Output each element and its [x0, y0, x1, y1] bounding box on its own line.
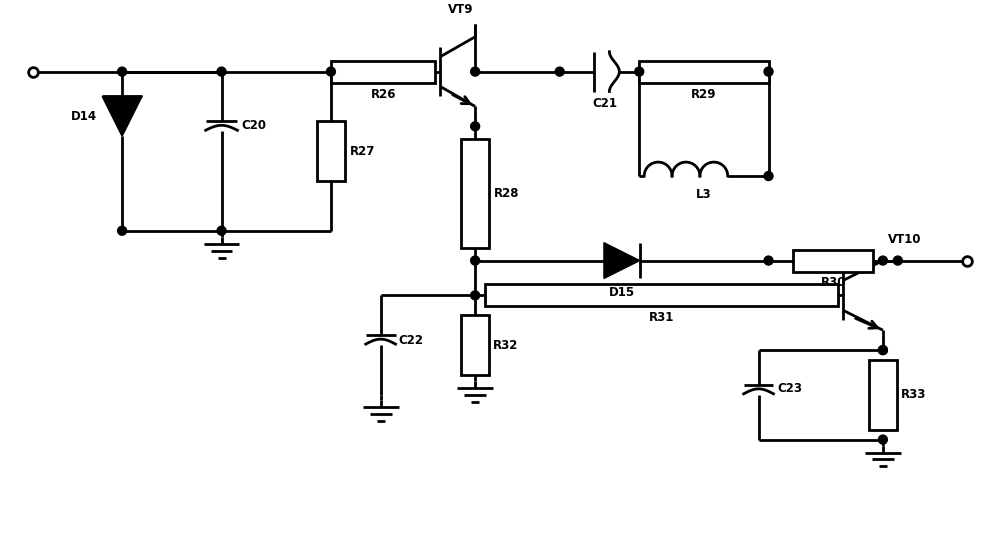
Circle shape: [118, 226, 127, 235]
Text: D14: D14: [71, 110, 97, 123]
Circle shape: [217, 67, 226, 76]
Text: R30: R30: [820, 276, 846, 289]
Text: C23: C23: [777, 382, 802, 395]
Bar: [485, 285, 838, 306]
Circle shape: [326, 67, 335, 76]
Text: R32: R32: [493, 338, 518, 351]
Circle shape: [764, 256, 773, 265]
Circle shape: [878, 345, 887, 355]
Circle shape: [471, 291, 480, 300]
Circle shape: [471, 122, 480, 131]
Text: D15: D15: [609, 287, 635, 299]
Text: R27: R27: [350, 145, 375, 158]
Circle shape: [764, 171, 773, 181]
Text: R33: R33: [901, 388, 926, 401]
Circle shape: [893, 256, 902, 265]
Text: R31: R31: [649, 311, 674, 324]
Circle shape: [878, 435, 887, 444]
Text: C22: C22: [399, 333, 424, 347]
Circle shape: [555, 67, 564, 76]
Circle shape: [471, 256, 480, 265]
Circle shape: [118, 67, 127, 76]
Polygon shape: [102, 96, 142, 136]
Bar: [331, 61, 435, 83]
Bar: [639, 61, 769, 83]
Bar: [869, 360, 897, 430]
Circle shape: [878, 345, 887, 355]
Text: C20: C20: [241, 119, 266, 132]
Text: R29: R29: [691, 88, 717, 101]
Text: L3: L3: [696, 188, 712, 201]
Text: VT10: VT10: [888, 233, 921, 246]
Circle shape: [878, 256, 887, 265]
Circle shape: [217, 226, 226, 235]
Text: C21: C21: [592, 97, 617, 110]
Text: R28: R28: [494, 187, 520, 200]
Text: R26: R26: [370, 88, 396, 101]
Bar: [317, 121, 345, 181]
Bar: [461, 139, 489, 248]
Circle shape: [471, 67, 480, 76]
Circle shape: [635, 67, 644, 76]
Bar: [461, 316, 489, 375]
Circle shape: [764, 67, 773, 76]
Bar: [793, 250, 873, 271]
Text: VT9: VT9: [447, 3, 473, 16]
Polygon shape: [604, 243, 640, 279]
